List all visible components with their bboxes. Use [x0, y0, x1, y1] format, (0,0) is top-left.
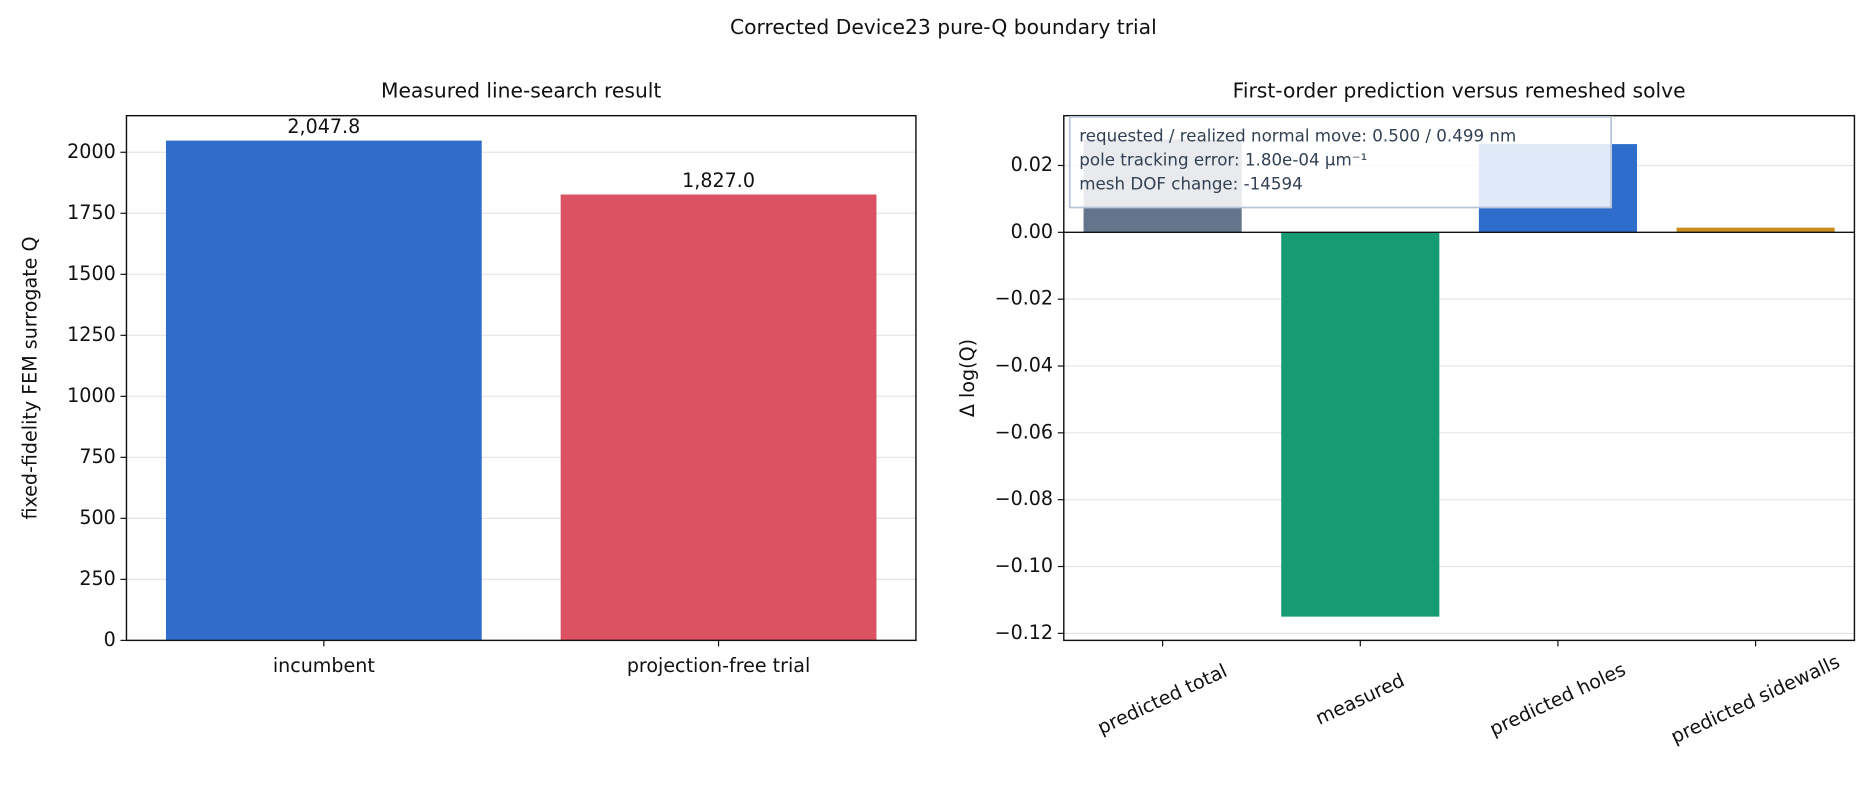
y-tick-label: −0.06 — [995, 421, 1053, 443]
annotation: pole tracking error: 1.80e-04 μm⁻¹ — [1079, 150, 1367, 169]
x-tick-label: predicted sidewalls — [1668, 651, 1844, 749]
annotation: requested / realized normal move: 0.500 … — [1079, 127, 1516, 146]
y-tick-label: −0.04 — [995, 354, 1053, 376]
y-tick-label: −0.10 — [995, 555, 1053, 577]
y-tick-label: 0.00 — [1011, 221, 1053, 243]
y-tick-label: 0.02 — [1011, 154, 1053, 176]
y-tick-label: 500 — [79, 507, 115, 529]
bar — [560, 194, 877, 641]
axis-title: First-order prediction versus remeshed s… — [1233, 78, 1686, 102]
y-tick-label: 1250 — [67, 324, 116, 346]
y-axis-label: Δ log(Q) — [957, 339, 979, 417]
y-tick-label: 250 — [79, 568, 115, 590]
y-tick-label: 1500 — [67, 263, 116, 285]
annotation: mesh DOF change: -14594 — [1079, 174, 1302, 193]
bar — [1676, 227, 1835, 233]
value-label: 1,827.0 — [682, 170, 755, 192]
y-axis-label: fixed-fidelity FEM surrogate Q — [20, 237, 42, 520]
x-tick-label: incumbent — [273, 655, 375, 677]
bar — [165, 140, 482, 641]
x-tick-label: predicted holes — [1486, 658, 1629, 740]
y-tick-label: −0.12 — [995, 622, 1053, 644]
figure-title: Corrected Device23 pure-Q boundary trial — [730, 15, 1157, 39]
x-tick-label: predicted total — [1094, 660, 1230, 739]
y-tick-label: 0 — [104, 629, 116, 651]
y-tick-label: 750 — [79, 446, 115, 468]
axis-title: Measured line-search result — [381, 78, 661, 102]
axes-frame — [1063, 114, 1856, 642]
annotation-box — [1068, 115, 1613, 209]
y-tick-label: 1750 — [67, 202, 116, 224]
x-tick-label: measured — [1312, 669, 1408, 729]
y-tick-label: 2000 — [67, 141, 116, 163]
x-tick-label: projection-free trial — [627, 655, 810, 677]
axes-frame — [125, 114, 917, 642]
bar — [1281, 232, 1440, 617]
y-tick-label: 1000 — [67, 385, 116, 407]
y-tick-label: −0.02 — [995, 288, 1053, 310]
value-label: 2,047.8 — [287, 116, 360, 138]
y-tick-label: −0.08 — [995, 488, 1053, 510]
